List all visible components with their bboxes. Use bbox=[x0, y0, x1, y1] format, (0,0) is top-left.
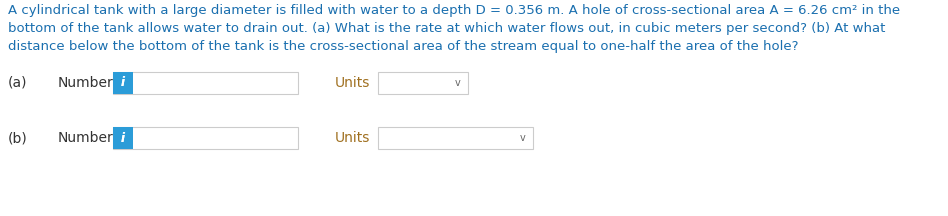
FancyBboxPatch shape bbox=[113, 127, 133, 149]
Text: i: i bbox=[121, 76, 125, 89]
Text: Number: Number bbox=[58, 131, 114, 145]
Text: (a): (a) bbox=[8, 76, 27, 90]
Text: Units: Units bbox=[335, 131, 371, 145]
Text: (b): (b) bbox=[8, 131, 27, 145]
FancyBboxPatch shape bbox=[113, 127, 298, 149]
Text: i: i bbox=[121, 132, 125, 145]
FancyBboxPatch shape bbox=[113, 72, 298, 94]
Text: i: i bbox=[121, 132, 125, 145]
Text: v: v bbox=[520, 133, 526, 143]
Text: bottom of the tank allows water to drain out. (a) What is the rate at which wate: bottom of the tank allows water to drain… bbox=[8, 22, 885, 35]
Text: v: v bbox=[455, 78, 461, 88]
Text: Number: Number bbox=[58, 76, 114, 90]
Text: A cylindrical tank with a large diameter is filled with water to a depth D = 0.3: A cylindrical tank with a large diameter… bbox=[8, 4, 900, 17]
FancyBboxPatch shape bbox=[378, 127, 533, 149]
FancyBboxPatch shape bbox=[113, 72, 133, 94]
Text: Units: Units bbox=[335, 76, 371, 90]
Text: distance below the bottom of the tank is the cross-sectional area of the stream : distance below the bottom of the tank is… bbox=[8, 40, 798, 53]
FancyBboxPatch shape bbox=[113, 127, 133, 149]
Text: i: i bbox=[121, 76, 125, 89]
FancyBboxPatch shape bbox=[113, 72, 133, 94]
FancyBboxPatch shape bbox=[378, 72, 468, 94]
